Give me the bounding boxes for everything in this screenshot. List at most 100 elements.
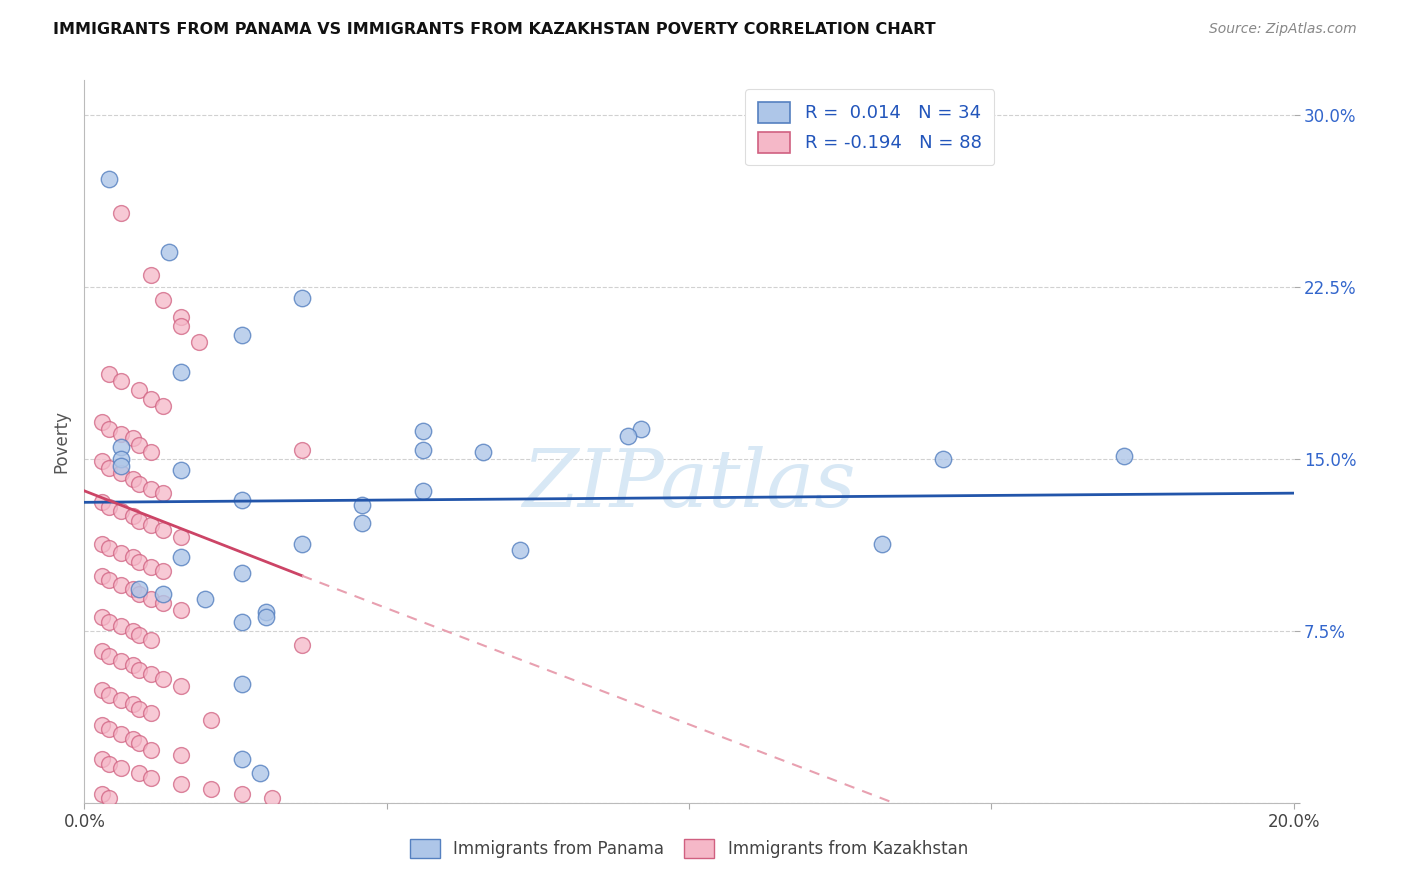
- Text: Source: ZipAtlas.com: Source: ZipAtlas.com: [1209, 22, 1357, 37]
- Point: [97, 756, 120, 771]
- Point: [128, 555, 150, 569]
- Point: [231, 752, 253, 766]
- Point: [152, 672, 174, 686]
- Point: [97, 574, 120, 588]
- Point: [91, 454, 114, 468]
- Point: [194, 591, 217, 606]
- Point: [157, 245, 180, 260]
- Point: [412, 442, 434, 457]
- Point: [152, 399, 174, 413]
- Point: [872, 536, 894, 550]
- Point: [170, 530, 193, 544]
- Point: [91, 683, 114, 698]
- Point: [110, 206, 132, 220]
- Point: [139, 518, 162, 533]
- Point: [412, 483, 434, 498]
- Point: [291, 638, 314, 652]
- Text: ZIPatlas: ZIPatlas: [522, 446, 856, 524]
- Point: [139, 706, 162, 721]
- Point: [170, 318, 193, 333]
- Point: [170, 603, 193, 617]
- Point: [170, 463, 193, 477]
- Point: [110, 654, 132, 668]
- Point: [170, 747, 193, 762]
- Point: [291, 291, 314, 305]
- Point: [128, 702, 150, 716]
- Point: [91, 415, 114, 429]
- Point: [97, 648, 120, 663]
- Point: [91, 787, 114, 801]
- Point: [110, 440, 132, 454]
- Point: [91, 536, 114, 550]
- Point: [110, 546, 132, 560]
- Point: [128, 587, 150, 601]
- Point: [139, 445, 162, 459]
- Point: [91, 644, 114, 658]
- Point: [412, 424, 434, 438]
- Point: [170, 679, 193, 693]
- Point: [121, 472, 143, 486]
- Point: [110, 692, 132, 706]
- Point: [472, 445, 495, 459]
- Point: [128, 766, 150, 780]
- Point: [170, 365, 193, 379]
- Point: [110, 578, 132, 592]
- Point: [110, 458, 132, 473]
- Point: [128, 438, 150, 452]
- Point: [139, 591, 162, 606]
- Point: [170, 550, 193, 565]
- Point: [91, 495, 114, 509]
- Point: [231, 676, 253, 690]
- Point: [97, 500, 120, 514]
- Point: [97, 615, 120, 629]
- Text: IMMIGRANTS FROM PANAMA VS IMMIGRANTS FROM KAZAKHSTAN POVERTY CORRELATION CHART: IMMIGRANTS FROM PANAMA VS IMMIGRANTS FRO…: [53, 22, 936, 37]
- Point: [291, 442, 314, 457]
- Point: [121, 731, 143, 746]
- Point: [254, 610, 277, 624]
- Point: [91, 718, 114, 732]
- Point: [97, 422, 120, 436]
- Point: [91, 752, 114, 766]
- Point: [231, 615, 253, 629]
- Point: [110, 504, 132, 518]
- Point: [97, 541, 120, 556]
- Point: [152, 596, 174, 610]
- Point: [110, 374, 132, 388]
- Point: [110, 466, 132, 480]
- Point: [110, 761, 132, 775]
- Point: [152, 486, 174, 500]
- Point: [110, 451, 132, 466]
- Point: [170, 777, 193, 791]
- Point: [97, 367, 120, 381]
- Point: [128, 514, 150, 528]
- Point: [97, 791, 120, 805]
- Point: [254, 606, 277, 620]
- Point: [97, 172, 120, 186]
- Point: [128, 582, 150, 597]
- Point: [139, 392, 162, 406]
- Point: [139, 268, 162, 283]
- Point: [200, 713, 222, 727]
- Point: [188, 334, 211, 349]
- Point: [121, 550, 143, 565]
- Point: [152, 523, 174, 537]
- Point: [128, 736, 150, 750]
- Point: [121, 509, 143, 524]
- Point: [121, 697, 143, 711]
- Point: [1114, 450, 1136, 464]
- Point: [152, 564, 174, 578]
- Point: [231, 493, 253, 508]
- Point: [352, 516, 374, 530]
- Point: [260, 791, 283, 805]
- Point: [97, 723, 120, 737]
- Point: [91, 610, 114, 624]
- Point: [139, 743, 162, 757]
- Point: [121, 624, 143, 638]
- Point: [231, 327, 253, 342]
- Y-axis label: Poverty: Poverty: [52, 410, 70, 473]
- Point: [139, 667, 162, 681]
- Point: [932, 451, 955, 466]
- Point: [509, 543, 531, 558]
- Point: [139, 632, 162, 647]
- Point: [128, 628, 150, 642]
